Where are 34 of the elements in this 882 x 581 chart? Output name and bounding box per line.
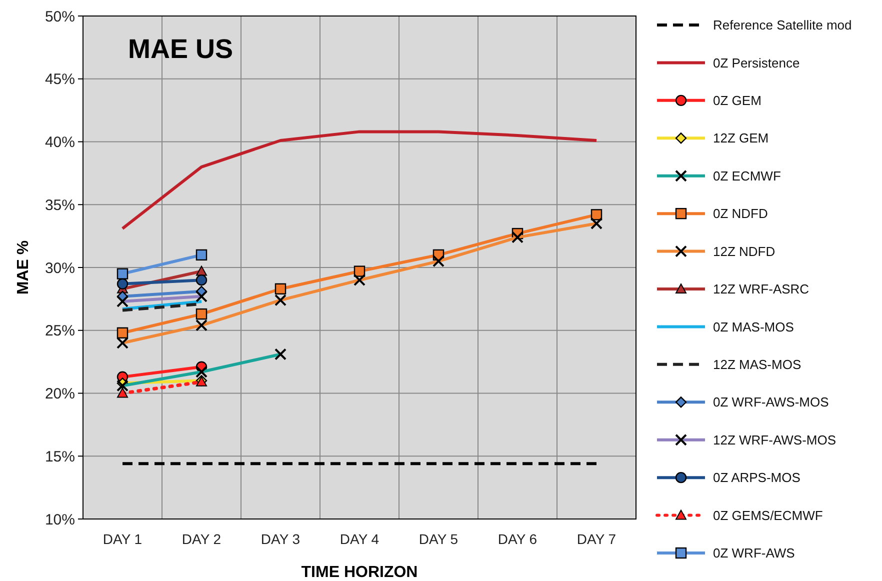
y-tick-label: 10% (44, 511, 75, 528)
legend-label: 0Z ECMWF (713, 168, 781, 184)
y-tick-label: 40% (44, 134, 75, 151)
x-axis-title: TIME HORIZON (301, 564, 418, 581)
x-tick-label: DAY 3 (260, 531, 300, 547)
x-tick-label: DAY 6 (498, 531, 538, 547)
y-tick-label: 45% (44, 71, 75, 88)
legend-label: 12Z GEM (713, 130, 769, 146)
x-tick-label: DAY 7 (576, 531, 616, 547)
legend-label: 12Z WRF-AWS-MOS (713, 432, 836, 448)
y-tick-label: 15% (44, 448, 75, 466)
legend-label: 0Z GEMS/ECMWF (713, 508, 823, 523)
x-tick-label: DAY 4 (340, 531, 380, 547)
legend-label: 0Z GEM (713, 92, 762, 108)
x-tick-label: DAY 5 (418, 531, 458, 547)
x-tick-label: DAY 2 (182, 531, 222, 547)
legend-label: 0Z ARPS-MOS (713, 470, 801, 486)
legend-label: 0Z NDFD (713, 206, 768, 222)
y-tick-label: 25% (44, 322, 75, 340)
y-tick-label: 20% (44, 386, 75, 402)
legend-label: 0Z WRF-AWS-MOS (713, 394, 830, 410)
legend-label: 12Z MAS-MOS (713, 356, 802, 372)
text: MAE US (128, 34, 234, 64)
legend-label: 12Z NDFD (713, 244, 776, 259)
y-tick-label: 35% (44, 196, 75, 214)
y-tick-label: 50% (44, 8, 75, 26)
legend-label: 12Z WRF-ASRC (713, 282, 810, 297)
y-axis-title: MAE % (15, 240, 32, 295)
y-tick-label: 30% (44, 260, 75, 277)
legend-label: Reference Satellite mod (713, 18, 852, 33)
legend-label: 0Z MAS-MOS (713, 319, 794, 334)
x-tick-label: DAY 1 (102, 531, 142, 547)
legend-label: 0Z WRF-AWS (713, 546, 796, 561)
legend-label: 0Z Persistence (713, 55, 800, 70)
